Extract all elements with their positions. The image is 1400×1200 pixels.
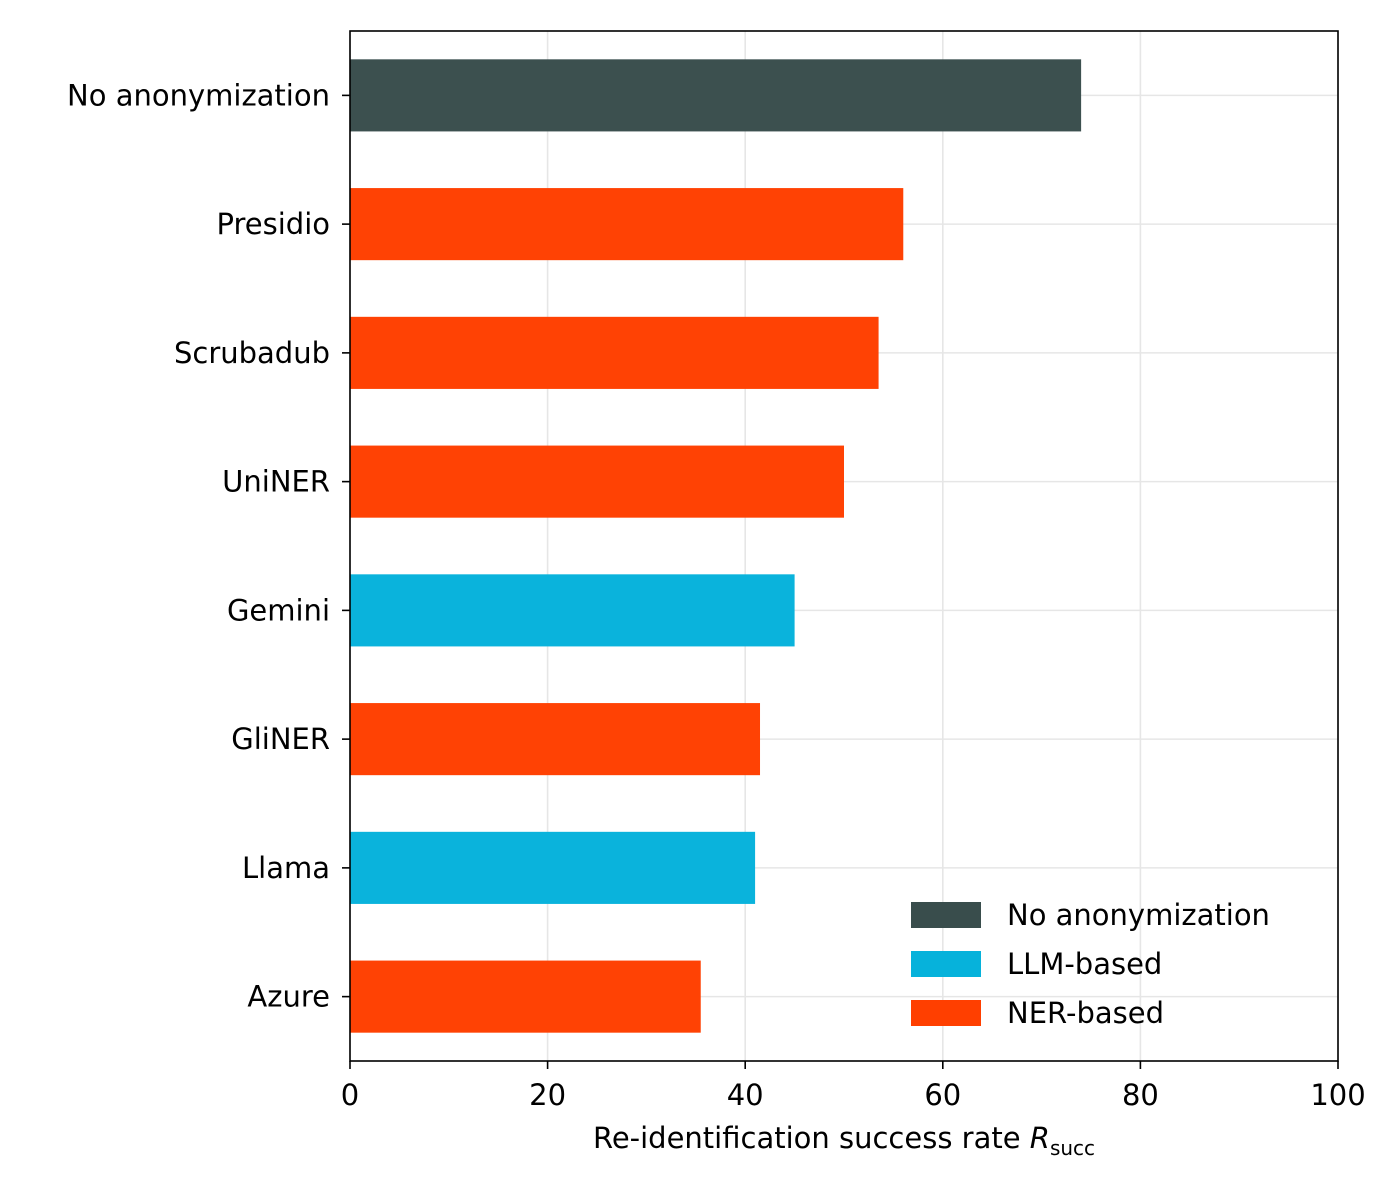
- x-tick-label: 100: [1310, 1078, 1365, 1112]
- y-tick-label: Presidio: [217, 207, 330, 241]
- y-tick-label: Azure: [247, 980, 330, 1014]
- legend-label: LLM-based: [1007, 947, 1162, 981]
- y-tick-label: Scrubadub: [174, 336, 330, 370]
- bars: [350, 59, 1082, 1033]
- x-tick-label: 80: [1122, 1078, 1159, 1112]
- legend-swatch: [911, 1000, 981, 1026]
- y-tick-label: UniNER: [222, 465, 330, 499]
- legend-swatch: [911, 951, 981, 977]
- bar-gemini: [350, 574, 795, 647]
- bar-gliner: [350, 703, 761, 776]
- x-tick-label: 60: [924, 1078, 961, 1112]
- legend-label: NER-based: [1007, 996, 1164, 1030]
- legend: No anonymization LLM-based NER-based: [911, 898, 1270, 1030]
- bar-presidio: [350, 188, 904, 261]
- plot-frame: [349, 30, 1339, 1062]
- legend-swatch: [911, 902, 981, 928]
- y-tick-label: No anonymization: [67, 78, 330, 112]
- x-axis-ticks: 0 20 40 60 80 100: [341, 1061, 1366, 1112]
- x-tick-label: 0: [341, 1078, 359, 1112]
- y-axis-ticks: No anonymization Presidio Scrubadub UniNER G…: [67, 78, 350, 1014]
- bar-no-anonymization: [350, 59, 1082, 132]
- legend-label: No anonymization: [1007, 898, 1270, 932]
- x-axis-label: Re-identification success rate Rsucc: [593, 1121, 1095, 1160]
- y-tick-label: GliNER: [231, 722, 330, 756]
- bar-llama: [350, 831, 756, 904]
- y-tick-label: Gemini: [227, 593, 330, 627]
- x-tick-label: 40: [727, 1078, 764, 1112]
- bar-scrubadub: [350, 316, 879, 389]
- bar-azure: [350, 960, 701, 1033]
- y-tick-label: Llama: [242, 851, 330, 885]
- bar-uniner: [350, 445, 844, 518]
- x-tick-label: 20: [529, 1078, 566, 1112]
